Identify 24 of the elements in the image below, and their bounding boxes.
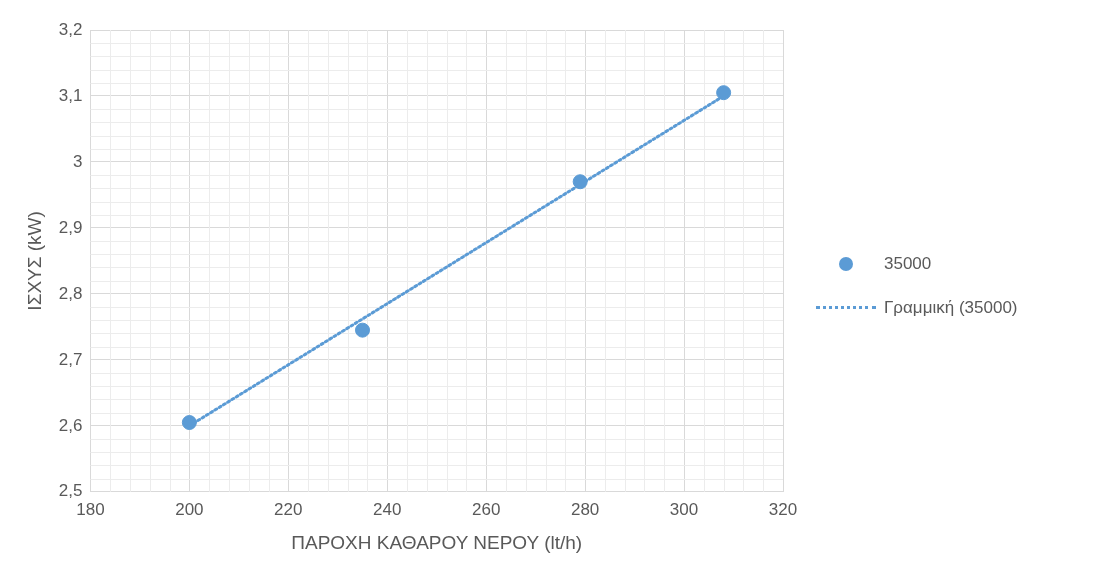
x-tick-label: 200: [175, 499, 204, 519]
x-tick-label: 180: [76, 499, 105, 519]
x-tick-label: 300: [669, 499, 699, 519]
y-tick-label: 2,7: [58, 349, 83, 369]
y-axis-title: ΙΣΧΥΣ (kW): [23, 211, 45, 311]
x-tick-label: 320: [768, 499, 798, 519]
point: [716, 85, 732, 101]
x-axis-title: ΠΑΡΟΧΗ ΚΑΘΑΡΟΥ ΝΕΡΟΥ (lt/h): [291, 531, 583, 553]
x-tick-label: 280: [570, 499, 600, 519]
y-tick-label: 2,8: [58, 283, 83, 303]
y-tick-label: 3,1: [58, 85, 83, 105]
point: [355, 322, 371, 338]
x-tick-label: 260: [472, 499, 501, 519]
y-tick-label: 3: [72, 151, 83, 171]
y-tick-label: 2,9: [58, 217, 83, 237]
point: [181, 415, 197, 431]
legend-label: Γραμμική (35000): [884, 297, 1018, 318]
x-tick-label: 220: [274, 499, 303, 519]
y-tick-label: 2,6: [58, 415, 83, 435]
y-tick-label: 3,2: [58, 19, 83, 39]
point: [572, 174, 588, 190]
y-tick-label: 2,5: [58, 481, 83, 501]
legend-label: 35000: [884, 253, 932, 274]
x-tick-label: 240: [373, 499, 402, 519]
